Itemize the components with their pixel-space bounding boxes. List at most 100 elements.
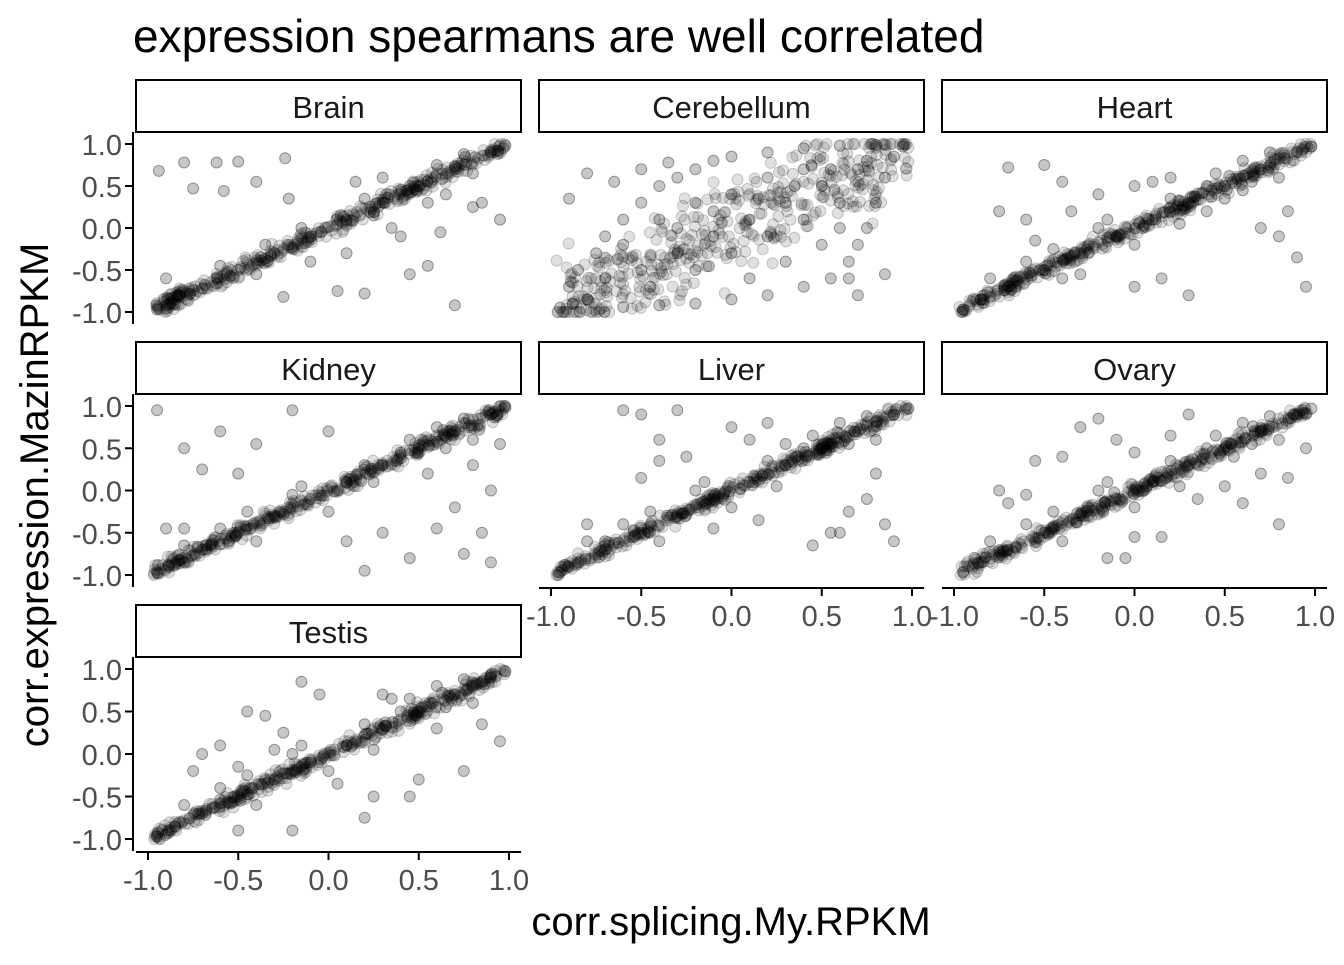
data-point [348,209,361,222]
data-point [160,522,173,535]
data-point [1052,251,1065,264]
data-point [589,292,602,305]
data-point [1120,222,1133,235]
data-point [254,251,267,264]
data-point [786,167,799,180]
data-point [1088,238,1101,251]
data-point [336,217,349,230]
data-point [212,276,225,289]
data-point [484,146,497,159]
data-point [1212,178,1225,191]
data-point [1153,202,1166,215]
data-point [809,206,822,219]
data-point [436,167,449,180]
data-point [1092,484,1105,497]
data-point [902,141,915,154]
data-point [281,238,294,251]
data-point [1128,530,1141,543]
data-point [1129,222,1142,235]
data-point [168,298,181,311]
data-point [173,548,186,561]
data-point [1072,253,1085,266]
data-point [410,184,423,197]
data-point [391,454,404,467]
data-point [1272,230,1285,243]
data-point [865,138,878,150]
data-point [977,296,990,309]
data-point [304,232,317,245]
data-point [956,305,969,318]
data-point [672,246,685,259]
data-point [284,238,297,251]
data-point [831,207,844,220]
data-point [211,271,224,284]
data-point [1146,213,1159,226]
data-point [434,226,447,239]
data-point [988,289,1001,302]
data-point [403,444,416,457]
data-point [676,243,689,256]
data-point [563,192,576,205]
data-point [1211,182,1224,195]
data-point [422,433,435,446]
data-point [999,278,1012,291]
data-point [652,283,665,296]
data-point [211,273,224,286]
data-point [1171,199,1184,212]
data-point [801,198,814,211]
data-point [1209,187,1222,200]
data-point [1061,252,1074,265]
data-point [1065,249,1078,262]
data-point [1016,270,1029,283]
data-point [341,209,354,222]
data-point [1209,167,1222,180]
data-point [981,286,994,299]
data-point [163,299,176,312]
data-point [723,192,736,205]
data-point [615,291,628,304]
data-point [1245,175,1258,188]
data-point [674,227,687,240]
data-point [265,249,278,262]
data-point [300,227,313,240]
data-point [492,140,505,153]
data-point [655,262,668,275]
data-point [490,409,503,422]
data-point [160,299,173,312]
data-point [683,234,696,247]
data-point [205,276,218,289]
data-point [285,241,298,254]
data-point [240,253,253,266]
data-point [707,154,720,167]
data-point [1012,276,1025,289]
data-point [1112,231,1125,244]
data-point [1065,249,1078,262]
data-point [1101,232,1114,245]
data-point [893,138,906,150]
data-point [401,184,414,197]
data-point [450,165,463,178]
data-point [820,138,833,150]
data-point [572,264,585,276]
data-point [1242,171,1255,184]
data-point [1165,201,1178,214]
data-point [1266,156,1279,169]
data-point [394,705,407,718]
data-point [984,285,997,298]
data-point [1081,242,1094,255]
data-point [361,203,374,216]
data-point [725,188,738,201]
data-point [764,225,777,238]
data-point [409,183,422,196]
data-point [998,279,1011,292]
data-point [886,170,899,183]
data-point [669,265,682,278]
data-point [1274,151,1287,164]
data-point [816,191,829,204]
data-point [381,187,394,200]
data-point [624,291,637,304]
data-point [151,300,164,313]
data-point [739,215,752,228]
data-point [315,226,328,239]
data-point [337,223,350,236]
